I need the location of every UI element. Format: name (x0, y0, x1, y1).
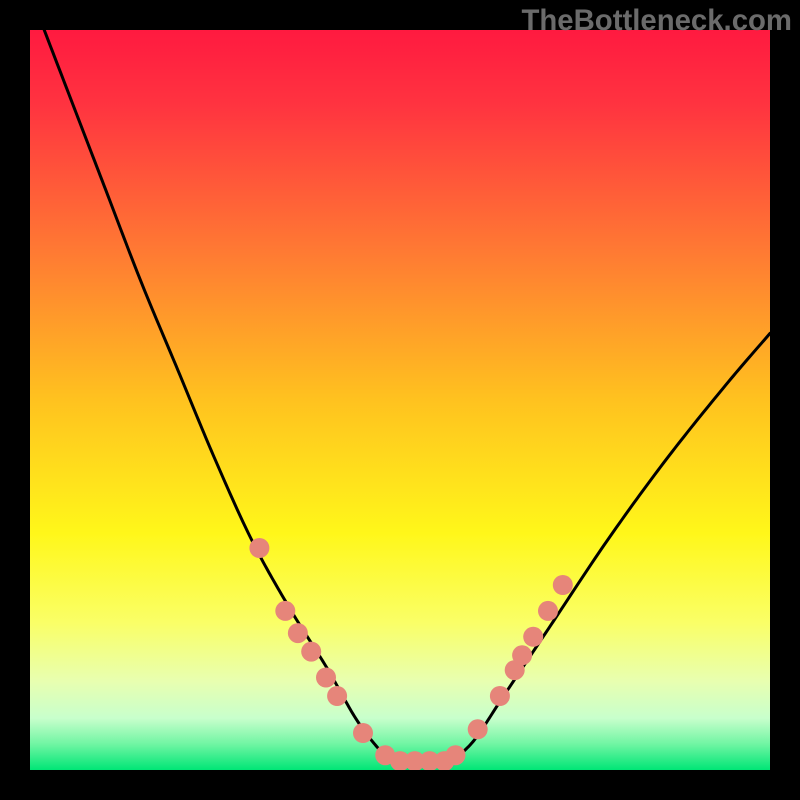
data-marker (446, 745, 466, 765)
data-marker (538, 601, 558, 621)
data-marker (512, 645, 532, 665)
chart-svg (0, 0, 800, 800)
data-marker (301, 642, 321, 662)
data-marker (288, 623, 308, 643)
data-marker (275, 601, 295, 621)
data-marker (553, 575, 573, 595)
data-marker (523, 627, 543, 647)
data-marker (353, 723, 373, 743)
data-marker (490, 686, 510, 706)
gradient-background (30, 30, 770, 770)
data-marker (327, 686, 347, 706)
chart-container: TheBottleneck.com (0, 0, 800, 800)
data-marker (468, 719, 488, 739)
data-marker (316, 668, 336, 688)
data-marker (249, 538, 269, 558)
